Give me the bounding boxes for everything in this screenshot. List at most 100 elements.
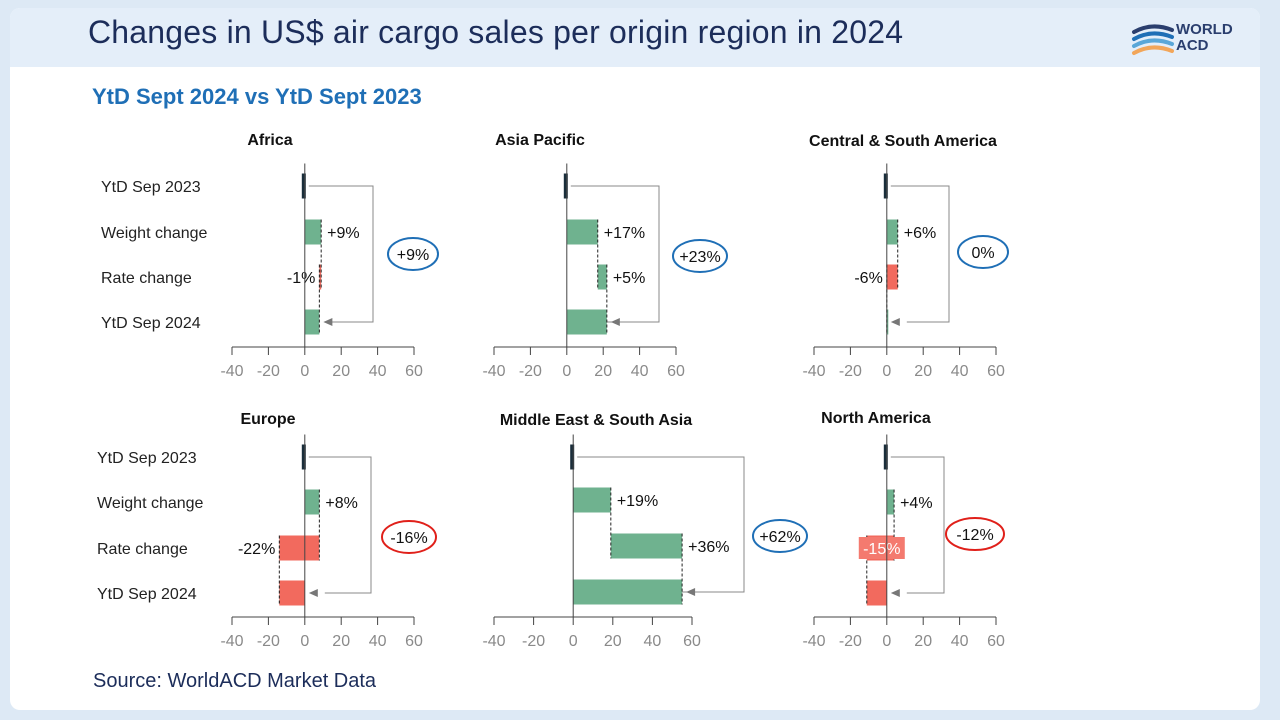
total-change-circle [945, 517, 1005, 551]
x-tick-label: 0 [562, 363, 571, 380]
x-tick-label: -40 [220, 363, 243, 380]
data-label-weight: +19% [617, 493, 658, 510]
data-label-box [858, 537, 905, 559]
x-tick-label: 40 [644, 633, 662, 650]
header-band [10, 8, 1260, 67]
total-change-label: 0% [971, 245, 994, 262]
x-tick-label: -20 [839, 633, 862, 650]
total-change-circle [387, 237, 439, 271]
data-label-rate: -6% [854, 270, 882, 287]
category-label: Weight change [97, 495, 204, 512]
bar-rate-change [279, 535, 320, 561]
bracket-line [890, 185, 950, 323]
total-change-circle [752, 519, 808, 553]
page-title: Changes in US$ air cargo sales per origi… [88, 14, 904, 50]
bar-total-2024 [866, 580, 887, 606]
bar-weight-change [304, 489, 320, 515]
bar-total-2024 [279, 580, 305, 606]
panel-title: Africa [247, 132, 292, 149]
bar-weight-change [566, 219, 598, 245]
x-tick-label: -20 [522, 633, 545, 650]
panel-title: North America [821, 410, 931, 427]
panel-title: Middle East & South Asia [500, 412, 692, 429]
data-label-weight: +8% [325, 495, 357, 512]
total-change-label: +62% [759, 529, 800, 546]
bar-base-2023 [883, 444, 888, 470]
x-tick-label: -20 [519, 363, 542, 380]
bar-base-2023 [883, 173, 888, 199]
bracket-arrowhead [323, 318, 333, 326]
x-tick-label: -40 [802, 363, 825, 380]
x-tick-label: -20 [257, 633, 280, 650]
data-label-rate: -1% [287, 270, 315, 287]
bracket-line [308, 185, 374, 323]
bar-base-2023 [563, 173, 568, 199]
bracket-line [570, 185, 660, 323]
data-label-weight: +9% [327, 225, 359, 242]
x-tick-label: 40 [951, 363, 969, 380]
category-label: YtD Sep 2023 [97, 450, 197, 467]
x-tick-label: 60 [987, 363, 1005, 380]
x-tick-label: 0 [300, 633, 309, 650]
bar-base-2023 [301, 173, 306, 199]
x-tick-label: 40 [631, 363, 649, 380]
total-change-circle [957, 235, 1009, 269]
panel-title: Asia Pacific [495, 132, 585, 149]
bar-rate-change [610, 533, 683, 559]
logo-text: WORLD ACD [1176, 22, 1233, 54]
bar-rate-change [597, 264, 607, 290]
bracket-arrowhead [890, 589, 900, 597]
data-label-rate: +36% [688, 539, 729, 556]
source-note: Source: WorldACD Market Data [93, 670, 377, 692]
total-change-circle [672, 239, 728, 273]
x-tick-label: 40 [951, 633, 969, 650]
x-tick-label: 20 [914, 363, 932, 380]
x-tick-label: 60 [405, 633, 423, 650]
x-tick-label: -40 [802, 633, 825, 650]
x-tick-label: 60 [405, 363, 423, 380]
x-tick-label: 60 [987, 633, 1005, 650]
x-tick-label: 40 [369, 633, 387, 650]
panel-title: Central & South America [809, 133, 997, 150]
bar-base-2023 [570, 444, 575, 470]
data-label-weight: +6% [904, 225, 936, 242]
data-label-rate: -15% [863, 541, 900, 558]
panel-title: Europe [240, 411, 295, 428]
bar-weight-change [573, 487, 611, 513]
bar-rate-change [886, 264, 898, 290]
logo-line1: WORLD [1176, 21, 1233, 38]
x-tick-label: -40 [482, 363, 505, 380]
worldacd-swoosh-icon [1132, 24, 1174, 55]
data-label-weight: +4% [900, 495, 932, 512]
x-tick-label: 60 [667, 363, 685, 380]
x-tick-label: -40 [220, 633, 243, 650]
x-tick-label: 20 [604, 633, 622, 650]
x-tick-label: 40 [369, 363, 387, 380]
x-tick-label: -20 [839, 363, 862, 380]
category-label: Rate change [97, 541, 188, 558]
category-label: YtD Sep 2024 [101, 315, 201, 332]
x-tick-label: 20 [594, 363, 612, 380]
x-tick-label: 60 [683, 633, 701, 650]
category-label: YtD Sep 2024 [97, 586, 197, 603]
x-tick-label: -40 [482, 633, 505, 650]
total-change-label: -12% [956, 527, 993, 544]
bracket-arrowhead [686, 588, 696, 596]
bar-weight-change [304, 219, 322, 245]
data-label-rate: +5% [613, 270, 645, 287]
x-tick-label: 0 [882, 363, 891, 380]
x-tick-label: 20 [332, 363, 350, 380]
category-label: Rate change [101, 270, 192, 287]
bar-total-2024 [573, 579, 683, 605]
logo-line2: ACD [1176, 37, 1209, 54]
x-tick-label: 20 [914, 633, 932, 650]
x-tick-label: 0 [882, 633, 891, 650]
bar-weight-change [886, 219, 898, 245]
total-change-label: +9% [397, 247, 429, 264]
data-label-rate: -22% [238, 541, 275, 558]
total-change-label: -16% [390, 530, 427, 547]
category-label: YtD Sep 2023 [101, 179, 201, 196]
bar-weight-change [886, 489, 895, 515]
bracket-line [577, 456, 745, 593]
